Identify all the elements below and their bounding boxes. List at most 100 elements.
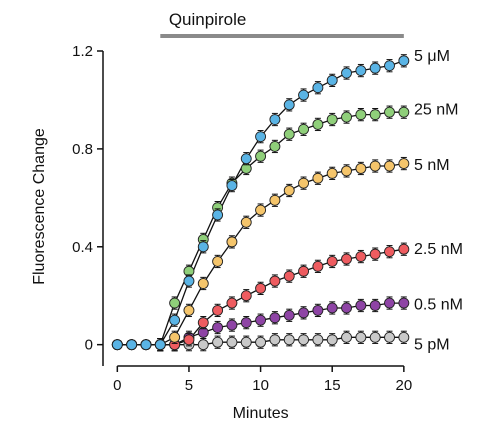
data-point: [355, 251, 367, 263]
data-point: [398, 158, 410, 170]
series-labels: 5 μM 25 nM 5 nM 2.5 nM 0.5 nM 5 pM: [414, 48, 463, 354]
data-point: [298, 265, 310, 277]
data-point: [384, 106, 395, 118]
data-point: [240, 336, 252, 348]
data-point: [283, 128, 295, 140]
data-point: [326, 167, 338, 179]
y-ticks: 0 0.4 0.8 1.2: [72, 43, 103, 354]
data-point: [398, 243, 410, 255]
series-label: 5 nM: [414, 157, 450, 174]
data-point: [398, 106, 410, 118]
data-point: [226, 236, 238, 248]
data-point: [341, 302, 352, 314]
data-point: [169, 314, 181, 326]
data-point: [355, 163, 367, 174]
x-tick-label: 0: [113, 377, 121, 394]
data-point: [298, 89, 310, 101]
data-point: [255, 131, 267, 143]
data-point: [140, 339, 152, 351]
series-label: 5 μM: [414, 48, 450, 65]
quinpirole-label: Quinpirole: [169, 10, 247, 29]
data-point: [326, 334, 338, 346]
data-point: [240, 216, 252, 228]
data-point: [226, 319, 238, 331]
data-point: [197, 241, 209, 253]
data-point: [355, 65, 367, 77]
data-point: [312, 334, 324, 346]
data-point: [197, 278, 209, 289]
data-point: [326, 256, 338, 267]
series-points: [111, 105, 410, 352]
data-point: [355, 109, 367, 121]
data-point: [283, 270, 295, 282]
data-point: [269, 194, 281, 206]
data-point: [183, 334, 195, 346]
data-point: [240, 290, 252, 302]
data-point: [255, 204, 267, 216]
x-tick-label: 15: [324, 377, 341, 394]
data-point: [269, 334, 281, 346]
data-point: [298, 334, 310, 346]
data-point: [384, 297, 395, 309]
data-point: [398, 297, 410, 309]
x-tick-label: 5: [185, 377, 193, 394]
data-point: [111, 339, 123, 351]
data-point: [384, 331, 395, 343]
data-point: [269, 312, 281, 324]
data-point: [326, 74, 338, 86]
data-point: [369, 62, 381, 74]
data-point: [341, 111, 352, 123]
data-point: [212, 256, 224, 267]
fit-curve: [117, 248, 404, 346]
data-point: [169, 297, 181, 309]
data-point: [312, 304, 324, 316]
data-point: [298, 177, 310, 189]
data-point: [369, 300, 381, 311]
y-tick-label: 0: [85, 337, 93, 354]
data-point: [398, 331, 410, 343]
data-point: [197, 339, 209, 351]
data-point: [326, 114, 338, 125]
data-point: [398, 55, 410, 67]
data-point: [226, 180, 238, 192]
data-point: [312, 172, 324, 184]
data-point: [312, 118, 324, 130]
data-point: [255, 314, 267, 326]
data-point: [240, 153, 252, 165]
y-tick-label: 0.8: [72, 141, 93, 158]
data-point: [197, 317, 209, 329]
data-point: [212, 322, 224, 333]
data-point: [269, 140, 281, 152]
data-point: [355, 300, 367, 311]
data-point: [169, 331, 181, 343]
data-point: [212, 209, 224, 221]
data-point: [355, 331, 367, 343]
y-axis-label: Fluorescence Change: [31, 128, 48, 285]
data-point: [212, 336, 224, 348]
series-label: 0.5 nM: [414, 296, 463, 313]
data-point: [240, 317, 252, 329]
series-label: 2.5 nM: [414, 241, 463, 258]
data-point: [212, 304, 224, 316]
treatment-indicator: Quinpirole: [160, 10, 404, 38]
data-point: [269, 114, 281, 125]
y-tick-label: 0.4: [72, 239, 93, 256]
data-point: [341, 331, 352, 343]
data-point: [183, 304, 195, 316]
data-point: [369, 331, 381, 343]
x-tick-label: 10: [252, 377, 269, 394]
data-point: [226, 297, 238, 309]
x-tick-label: 20: [395, 377, 412, 394]
quinpirole-bar: [160, 34, 404, 38]
x-axis-label: Minutes: [233, 405, 289, 422]
axes: 00.40.81.2 0 5 10 15 20 Fluorescence Change …: [31, 43, 412, 422]
data-point: [369, 109, 381, 121]
series-points: [111, 54, 410, 352]
data-point: [369, 248, 381, 260]
x-ticks: 0 5 10 15 20: [113, 366, 412, 394]
data-point: [283, 334, 295, 346]
data-point: [341, 165, 352, 177]
data-point: [255, 336, 267, 348]
data-point: [126, 339, 138, 351]
